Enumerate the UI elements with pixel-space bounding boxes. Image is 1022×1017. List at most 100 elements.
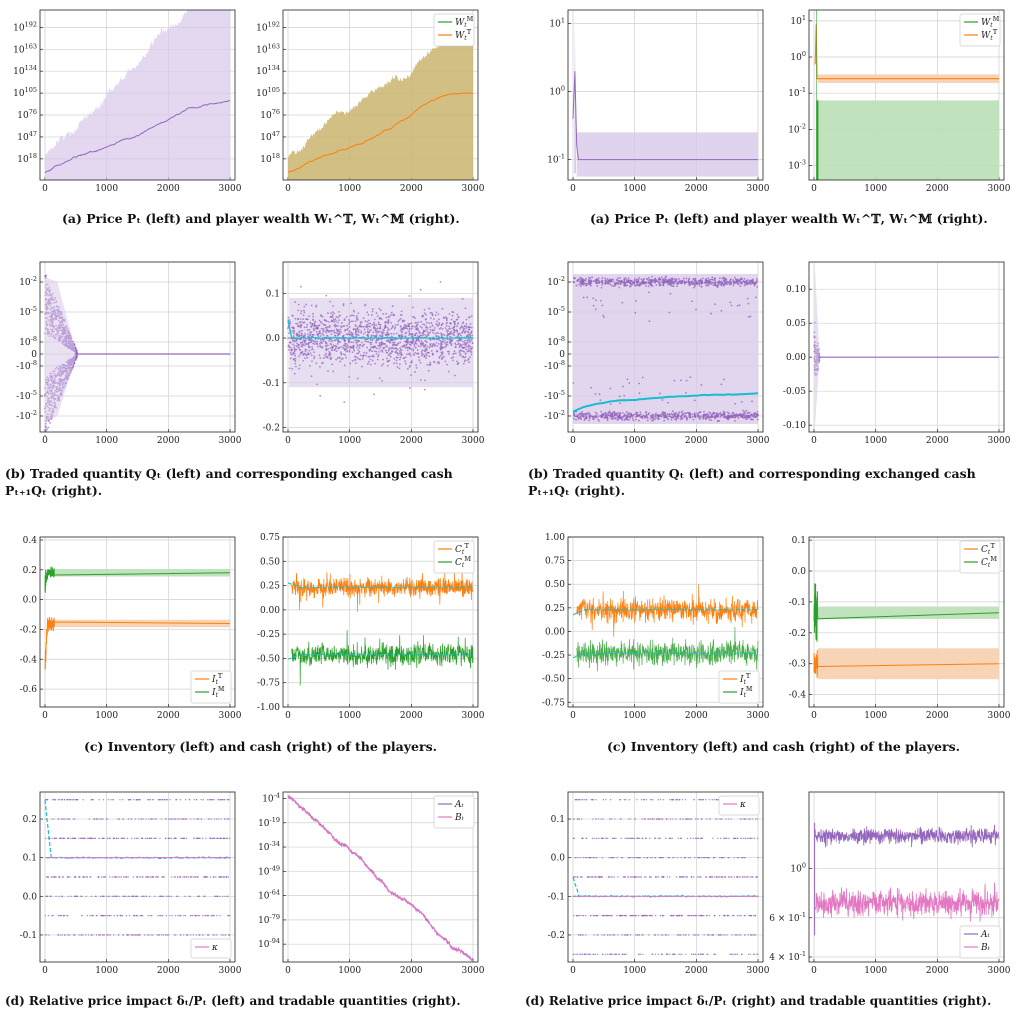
scatter-point (323, 318, 326, 321)
scatter-point (580, 414, 583, 417)
scatter-point (332, 305, 335, 307)
scatter-point (384, 324, 386, 327)
scatter-point (657, 415, 660, 418)
scatter-point (460, 334, 462, 337)
scatter-point (390, 327, 393, 330)
scatter-point (660, 415, 663, 418)
scatter-point (424, 334, 427, 336)
scatter-point (420, 352, 423, 355)
scatter-point (429, 311, 432, 314)
scatter-point (331, 320, 333, 323)
scatter-point (106, 818, 109, 820)
scatter-point (720, 283, 723, 285)
scatter-point (432, 343, 435, 346)
scatter-point (351, 332, 354, 335)
scatter-point (408, 330, 411, 333)
series-line-mean (287, 319, 474, 340)
scatter-point (356, 316, 358, 319)
scatter-point (287, 327, 289, 330)
scatter-point (328, 331, 331, 333)
scatter-point (208, 799, 211, 801)
scatter-point (196, 818, 198, 820)
scatter-point (213, 818, 216, 820)
scatter-point (424, 339, 427, 342)
x-tick-label: 1000 (338, 711, 361, 721)
scatter-point (714, 303, 716, 305)
confidence-band (288, 13, 473, 180)
scatter-point (743, 282, 746, 284)
scatter-point (737, 417, 740, 419)
scatter-point (436, 331, 438, 334)
scatter-point (610, 412, 613, 415)
scatter-point (690, 300, 693, 303)
scatter-point (367, 328, 369, 331)
scatter-point (392, 347, 394, 350)
scatter-point (412, 315, 415, 318)
x-tick-label: 3000 (462, 184, 485, 194)
scatter-point (289, 341, 292, 344)
scatter-point (638, 419, 640, 422)
scatter-point (689, 376, 692, 379)
scatter-point (464, 344, 467, 347)
scatter-point (129, 799, 131, 801)
scatter-point (406, 353, 408, 356)
scatter-point (288, 332, 290, 335)
scatter-point (753, 282, 756, 285)
scatter-point (421, 349, 424, 352)
scatter-point (667, 413, 670, 416)
scatter-point (404, 356, 407, 359)
scatter-point (360, 330, 363, 333)
x-tick-label: 3000 (219, 184, 242, 194)
scatter-point (354, 328, 357, 331)
scatter-point (389, 313, 392, 316)
scatter-point (335, 320, 337, 322)
x-tick-label: 0 (285, 184, 291, 194)
scatter-point (53, 818, 55, 820)
plot-frame (39, 261, 236, 433)
y-tick-label: -10-8 (16, 359, 37, 372)
y-tick-label: -1.00 (257, 703, 280, 713)
scatter-point (226, 818, 228, 820)
y-tick-label: 100 (790, 50, 806, 63)
scatter-point (334, 334, 337, 337)
scatter-point (362, 325, 365, 328)
scatter-point (295, 340, 298, 342)
scatter-point (466, 341, 469, 344)
scatter-point (348, 325, 351, 328)
scatter-point (340, 331, 342, 334)
scatter-point (594, 308, 597, 311)
scatter-point (317, 345, 320, 348)
y-tick-label: 10-8 (547, 335, 565, 348)
scatter-point (415, 325, 418, 328)
scatter-point (375, 327, 377, 330)
y-tick-label: 10192 (13, 20, 37, 33)
scatter-point (92, 799, 94, 801)
y-tick-label: -10-2 (544, 409, 565, 422)
scatter-point (337, 325, 339, 327)
scatter-point (319, 320, 322, 323)
scatter-point (123, 837, 126, 840)
plot-frame (808, 9, 1005, 181)
scatter-point (300, 345, 303, 348)
scatter-point (165, 818, 167, 820)
scatter-point (127, 818, 129, 820)
scatter-point (385, 313, 388, 315)
scatter-point (314, 338, 317, 341)
scatter-point (448, 339, 451, 341)
scatter-point (415, 324, 418, 327)
scatter-point (596, 282, 598, 284)
scatter-point (382, 363, 385, 365)
scatter-point (376, 330, 379, 332)
scatter-point (326, 334, 329, 337)
scatter-point (382, 328, 384, 331)
scatter-point (395, 362, 398, 365)
scatter-point (393, 344, 395, 346)
y-tick-label: -0.05 (783, 387, 806, 397)
scatter-point (366, 320, 369, 323)
scatter-point (312, 312, 314, 315)
scatter-point (424, 352, 427, 355)
scatter-point (361, 344, 364, 347)
scatter-point (466, 350, 469, 353)
scatter-point (441, 352, 444, 355)
scatter-point (739, 412, 742, 415)
